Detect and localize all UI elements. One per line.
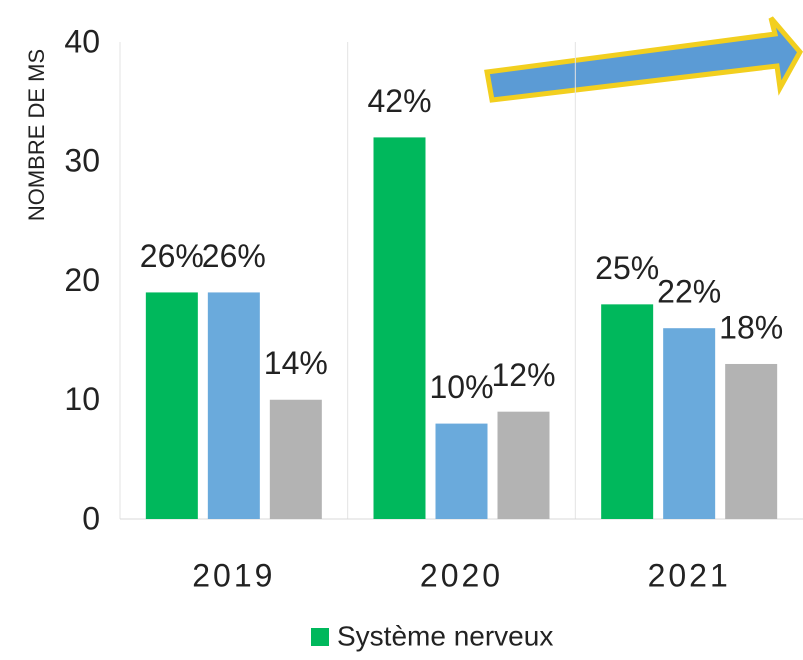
bar	[373, 137, 426, 519]
bar	[269, 399, 322, 519]
y-tick-label: 30	[64, 143, 100, 179]
bar	[497, 411, 550, 519]
y-axis-label: NOMBRE DE MS	[24, 49, 49, 221]
data-label: 25%	[595, 250, 659, 286]
data-label: 22%	[657, 274, 721, 310]
bar	[725, 363, 778, 519]
y-tick-label: 40	[64, 23, 100, 59]
legend-label: Système nerveux	[337, 620, 553, 651]
x-tick-label: 2019	[192, 557, 275, 593]
data-label: 42%	[367, 83, 431, 119]
data-label: 18%	[719, 309, 783, 345]
bar	[601, 304, 654, 519]
y-tick-label: 0	[82, 500, 100, 536]
arrow-shape	[484, 16, 803, 103]
data-label: 10%	[429, 369, 493, 405]
bar	[663, 328, 716, 519]
x-tick-label: 2020	[420, 557, 503, 593]
bar	[207, 292, 260, 519]
data-label: 26%	[140, 238, 204, 274]
bar	[145, 292, 198, 519]
data-label: 26%	[202, 238, 266, 274]
trend-arrow	[484, 16, 803, 103]
x-tick-label: 2021	[648, 557, 731, 593]
data-label: 12%	[491, 357, 555, 393]
data-label: 14%	[264, 345, 328, 381]
legend-swatch	[311, 628, 329, 646]
bar	[435, 423, 488, 519]
y-tick-label: 10	[64, 381, 100, 417]
y-tick-label: 20	[64, 262, 100, 298]
